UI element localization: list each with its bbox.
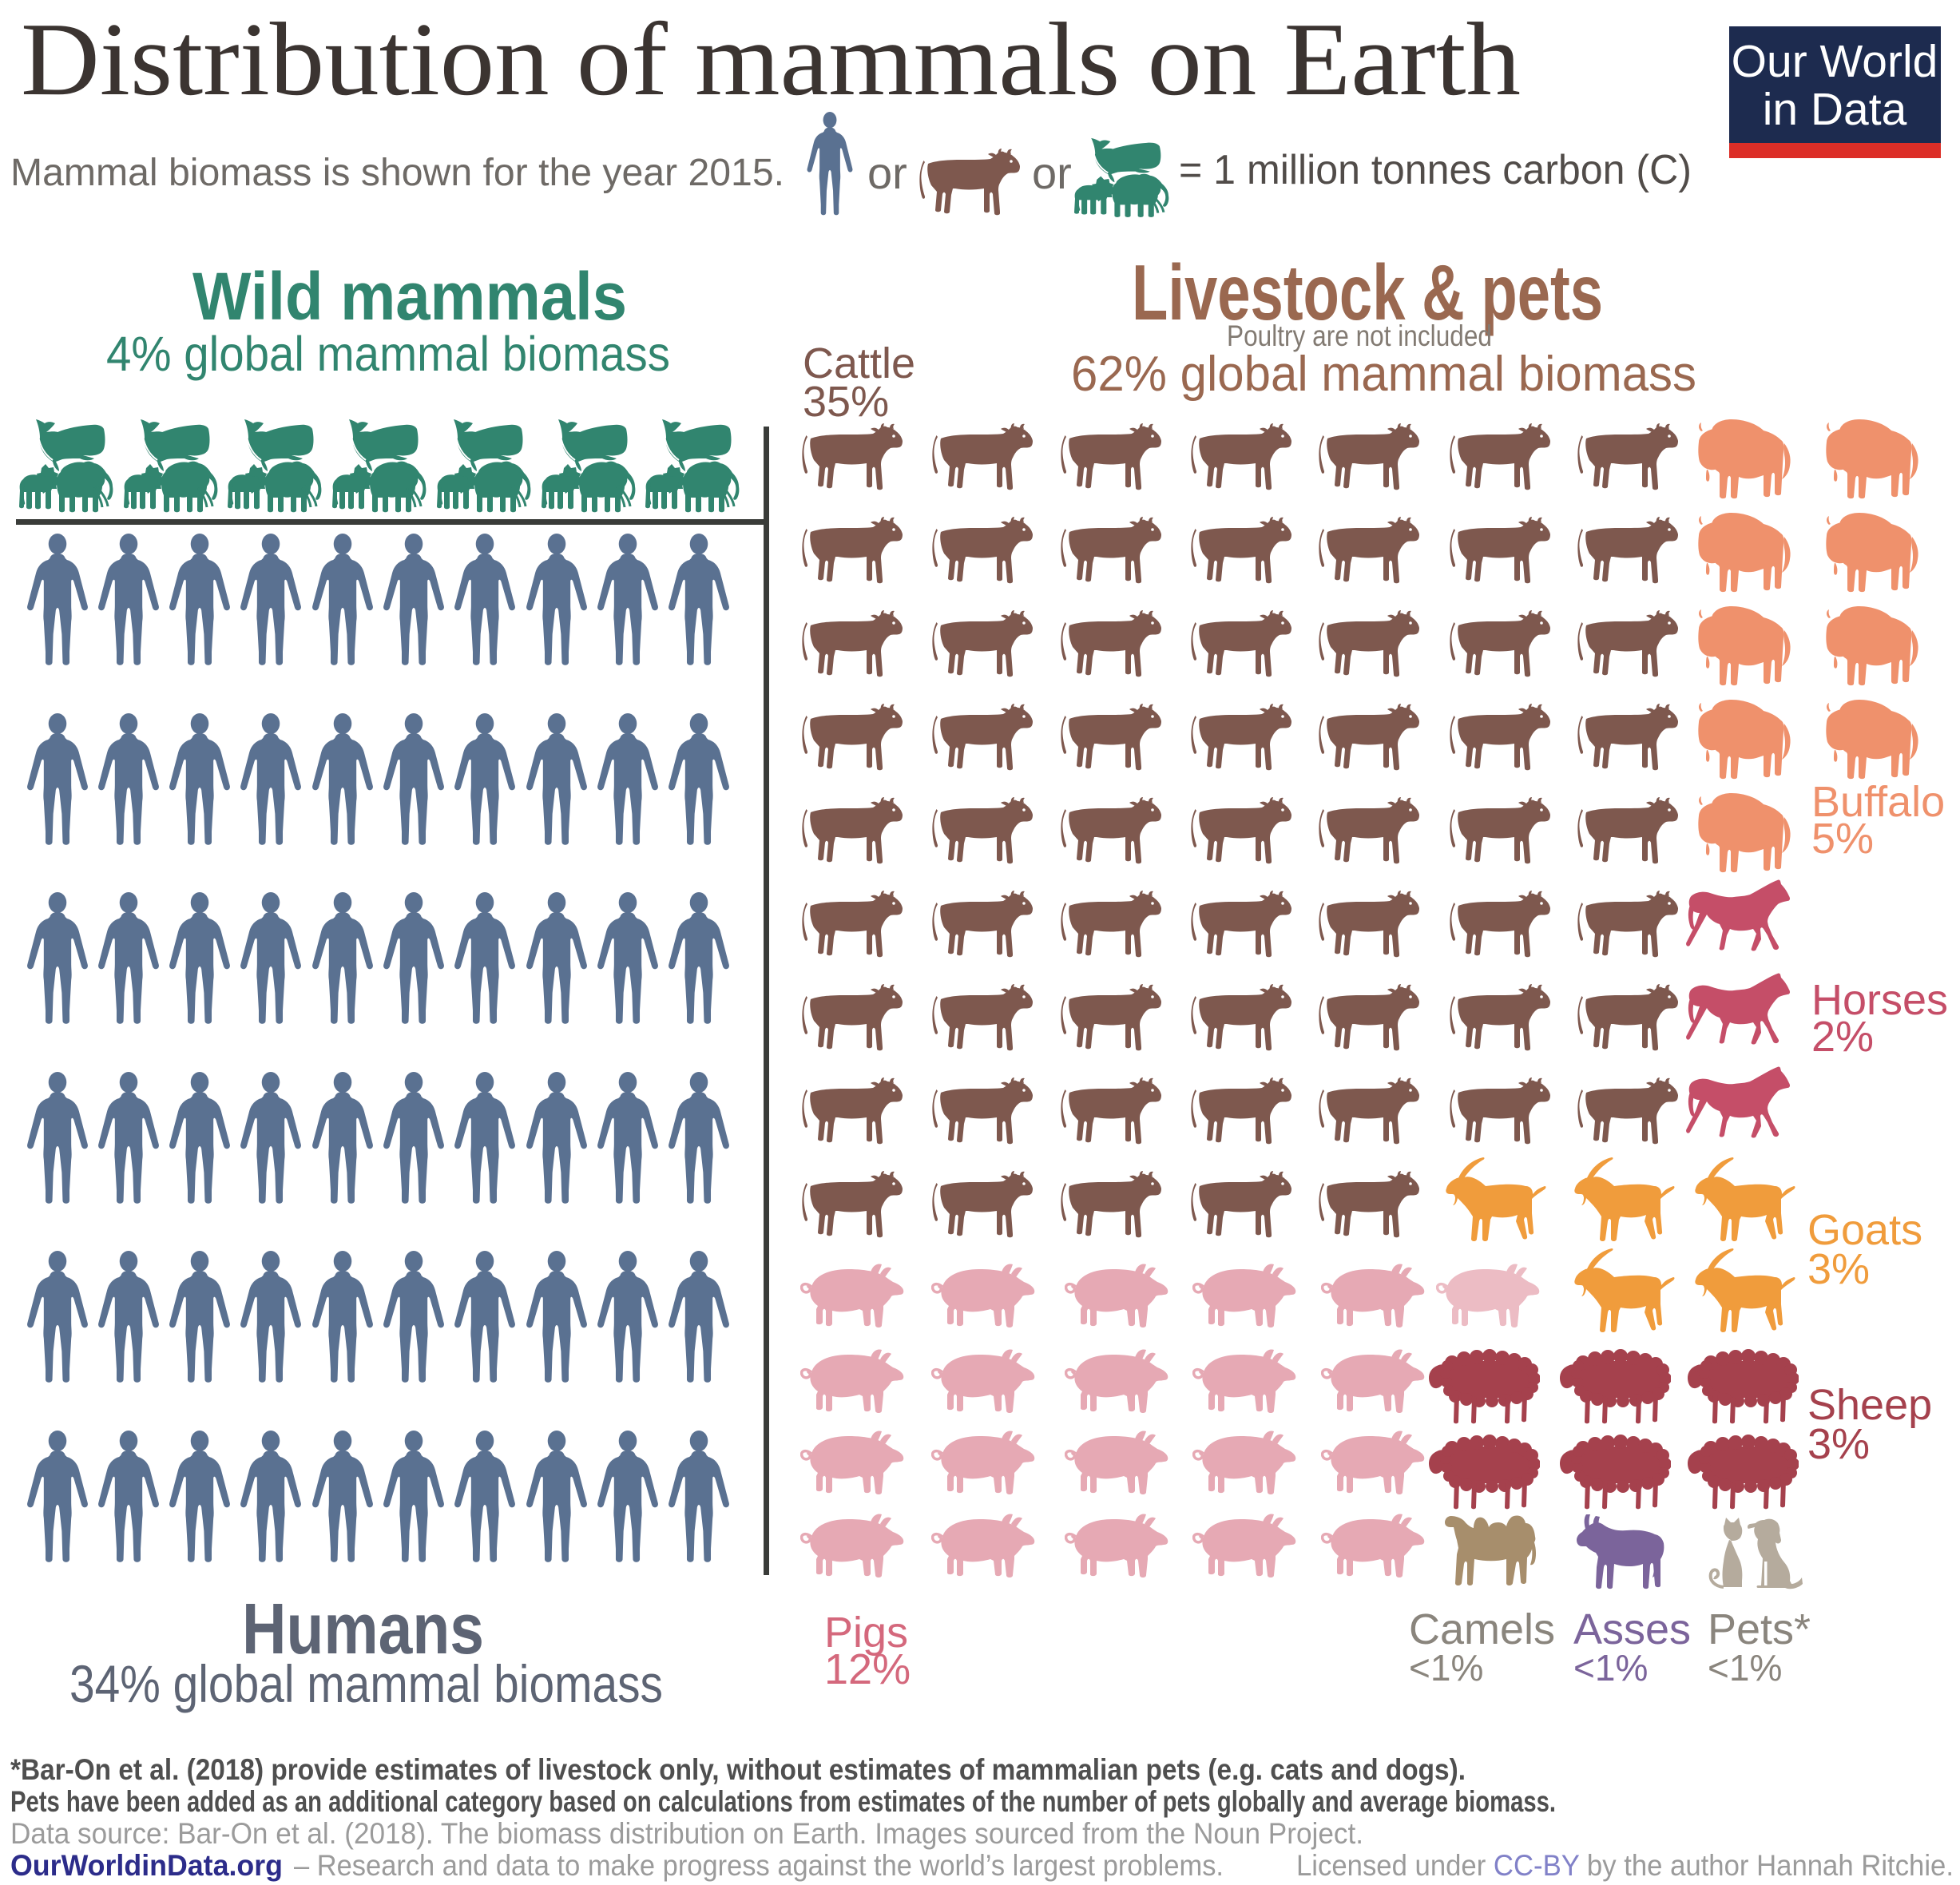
- svg-text:3%: 3%: [1807, 1245, 1870, 1293]
- svg-text:Camels: Camels: [1409, 1605, 1555, 1653]
- svg-text:4% global mammal biomass: 4% global mammal biomass: [106, 327, 670, 381]
- svg-text:Pets have been added as an add: Pets have been added as an additional ca…: [10, 1785, 1556, 1818]
- svg-text:35%: 35%: [803, 378, 889, 426]
- svg-text:Buffalo: Buffalo: [1811, 778, 1945, 826]
- svg-text:5%: 5%: [1811, 815, 1874, 863]
- svg-text:Pets*: Pets*: [1708, 1605, 1811, 1653]
- svg-text:Asses: Asses: [1573, 1605, 1691, 1653]
- svg-text:2%: 2%: [1811, 1013, 1874, 1061]
- svg-text:= 1 million tonnes carbon (C): = 1 million tonnes carbon (C): [1179, 147, 1692, 193]
- svg-text:– Research and data to make pr: – Research and data to make progress aga…: [294, 1849, 1224, 1882]
- svg-text:<1%: <1%: [1573, 1647, 1648, 1689]
- svg-text:3%: 3%: [1807, 1420, 1870, 1468]
- svg-text:<1%: <1%: [1409, 1647, 1483, 1689]
- svg-text:*Bar-On et al. (2018) provide: *Bar-On et al. (2018) provide estimates …: [10, 1753, 1466, 1786]
- svg-text:Livestock & pets: Livestock & pets: [1132, 248, 1603, 336]
- svg-text:Humans: Humans: [242, 1589, 484, 1669]
- svg-text:Our World: Our World: [1732, 36, 1938, 87]
- svg-text:62% global mammal biomass: 62% global mammal biomass: [1071, 347, 1696, 402]
- svg-text:Distribution of mammals on Ear: Distribution of mammals on Earth: [21, 2, 1521, 117]
- svg-text:Data source: Bar-On et al. (20: Data source: Bar-On et al. (2018). The b…: [10, 1817, 1363, 1850]
- svg-text:Licensed under CC-BY by the au: Licensed under CC-BY by the author Hanna…: [1296, 1849, 1954, 1882]
- svg-text:in Data: in Data: [1763, 84, 1907, 135]
- svg-text:Goats: Goats: [1807, 1206, 1922, 1254]
- svg-text:Pigs: Pigs: [824, 1609, 908, 1657]
- svg-text:or: or: [867, 148, 907, 198]
- svg-text:or: or: [1032, 148, 1072, 198]
- svg-text:Cattle: Cattle: [803, 339, 915, 387]
- svg-text:12%: 12%: [824, 1645, 911, 1693]
- svg-text:Wild mammals: Wild mammals: [192, 259, 627, 334]
- svg-text:Horses: Horses: [1811, 976, 1948, 1024]
- svg-text:34% global mammal biomass: 34% global mammal biomass: [69, 1654, 663, 1713]
- svg-text:Mammal biomass is shown for th: Mammal biomass is shown for the year 201…: [10, 152, 784, 194]
- svg-text:<1%: <1%: [1708, 1647, 1782, 1689]
- svg-text:OurWorldinData.org: OurWorldinData.org: [10, 1849, 283, 1882]
- svg-text:Poultry are not included: Poultry are not included: [1227, 319, 1492, 352]
- svg-text:Sheep: Sheep: [1807, 1381, 1932, 1429]
